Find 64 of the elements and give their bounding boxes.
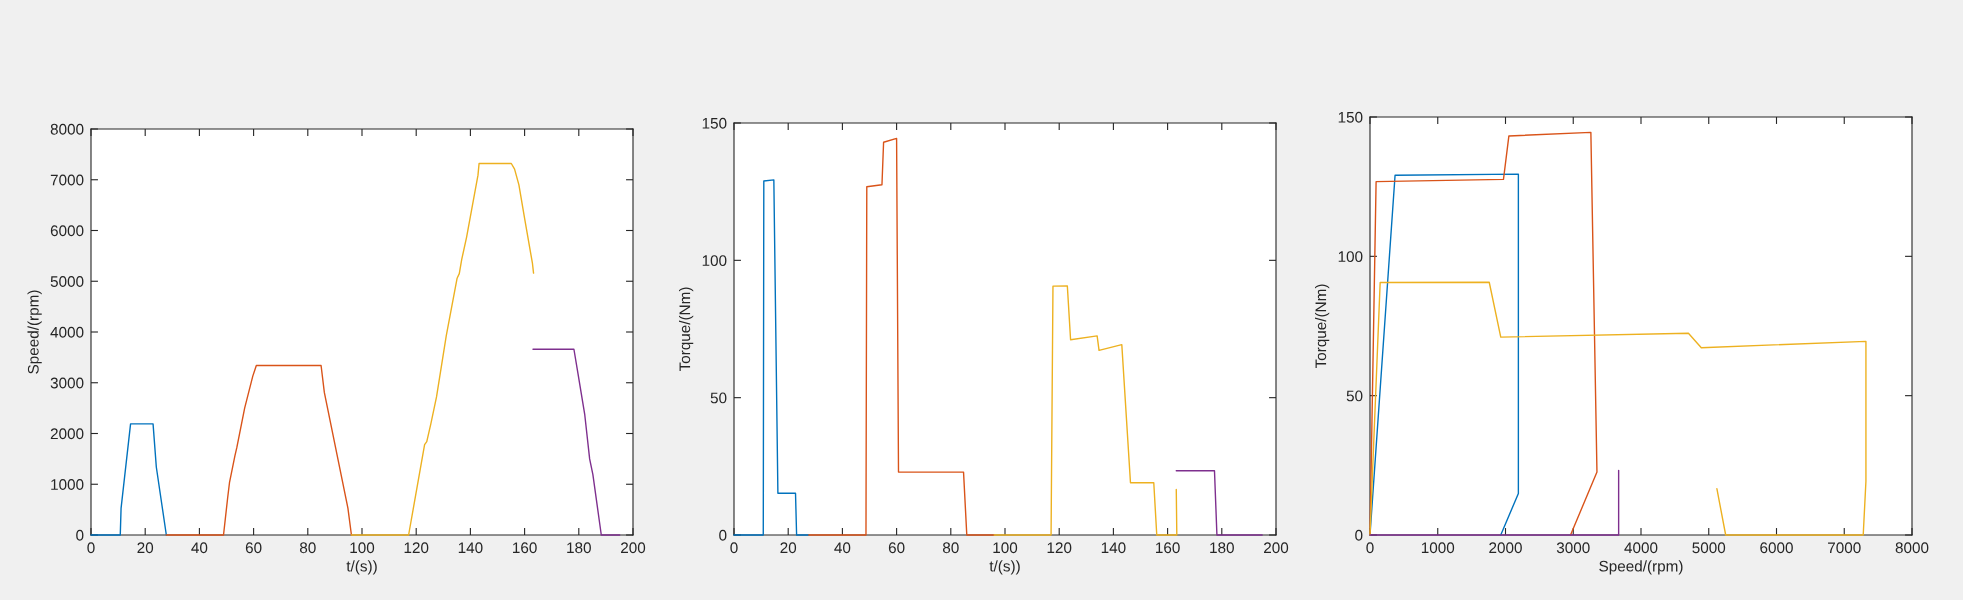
x-tick-label: 120 — [404, 542, 429, 554]
x-tick-label: 8000 — [1895, 542, 1929, 554]
y-tick-label: 4000 — [50, 326, 84, 338]
x-tick-label: 4000 — [1624, 542, 1658, 554]
line-series — [993, 285, 1178, 536]
x-tick-label: 7000 — [1828, 542, 1861, 554]
x-tick-label: 200 — [1264, 542, 1289, 554]
line-series — [350, 162, 535, 536]
y-tick-label: 1000 — [51, 479, 84, 490]
y-tick-label: 0 — [76, 529, 84, 541]
x-axis-title: Speed/(rpm) — [1599, 560, 1683, 575]
x-tick-label: 180 — [1210, 542, 1234, 554]
x-tick-label: 3000 — [1556, 542, 1590, 554]
y-axis-title: Speed/(rpm) — [27, 290, 42, 374]
x-tick-label: 200 — [621, 542, 646, 554]
x-tick-label: 20 — [780, 542, 797, 554]
x-tick-label: 120 — [1047, 542, 1072, 554]
x-tick-label: 5000 — [1692, 542, 1726, 554]
line-series — [1369, 173, 1520, 536]
x-tick-label: 100 — [993, 542, 1018, 554]
x-tick-label: 6000 — [1760, 542, 1793, 554]
line-series — [165, 364, 353, 536]
x-tick-label: 0 — [730, 542, 738, 554]
x-tick-label: 160 — [1156, 542, 1180, 554]
line-series — [1369, 131, 1598, 536]
y-tick-label: 0 — [1355, 529, 1363, 541]
x-tick-label: 180 — [567, 542, 591, 554]
x-tick-label: 60 — [245, 542, 262, 554]
line-series — [532, 348, 621, 536]
x-tick-label: 2000 — [1489, 542, 1522, 554]
y-tick-label: 100 — [702, 255, 727, 267]
x-tick-label: 40 — [191, 542, 208, 554]
line-series — [90, 423, 168, 536]
x-tick-label: 100 — [350, 542, 375, 554]
x-tick-label: 160 — [513, 542, 537, 554]
x-tick-label: 1000 — [1421, 542, 1455, 554]
y-tick-label: 50 — [710, 392, 727, 404]
x-tick-label: 20 — [137, 542, 154, 554]
y-tick-label: 8000 — [50, 123, 84, 135]
y-tick-label: 100 — [1338, 251, 1363, 263]
y-tick-label: 3000 — [50, 377, 84, 389]
x-axis-title: t/(s)) — [346, 560, 377, 575]
x-tick-label: 80 — [299, 542, 316, 554]
y-tick-label: 7000 — [50, 174, 84, 186]
y-axis-title: Torque/(Nm) — [1314, 284, 1330, 369]
x-tick-label: 0 — [87, 542, 95, 554]
x-tick-label: 80 — [942, 542, 959, 554]
y-tick-label: 150 — [702, 117, 727, 129]
y-axis-title: Torque/(Nm) — [678, 287, 694, 372]
x-tick-label: 140 — [458, 542, 483, 554]
y-tick-label: 5000 — [50, 276, 84, 287]
x-tick-label: 60 — [888, 542, 905, 554]
line-series — [1369, 281, 1867, 536]
x-tick-label: 0 — [1366, 542, 1374, 554]
y-tick-label: 0 — [719, 529, 727, 541]
y-tick-label: 50 — [1346, 390, 1363, 402]
x-tick-label: 140 — [1101, 542, 1126, 554]
x-axis-title: t/(s)) — [989, 560, 1020, 575]
y-tick-label: 2000 — [50, 428, 84, 440]
x-tick-label: 40 — [834, 542, 851, 554]
y-tick-label: 6000 — [50, 225, 84, 237]
line-series — [733, 179, 810, 536]
y-tick-label: 150 — [1338, 111, 1363, 123]
line-series — [808, 137, 995, 536]
